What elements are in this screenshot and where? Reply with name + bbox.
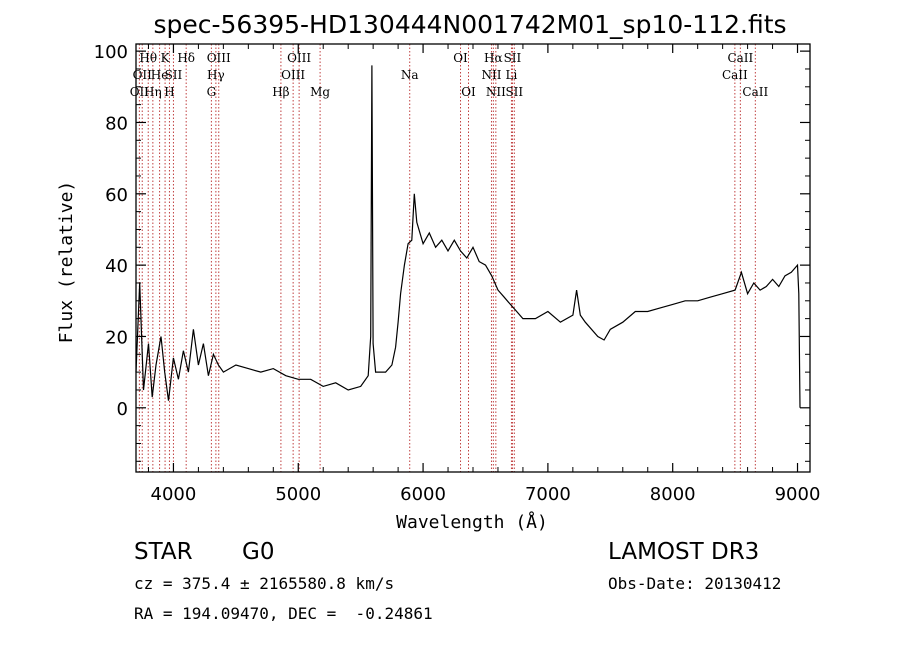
x-tick-label: 6000 [400,484,446,505]
spectral-line-label: Na [401,68,419,82]
spectral-line-label: CaII [727,51,753,65]
flux-series-line [135,65,801,408]
y-axis-ticks: 0 20 40 60 80 100 [94,42,810,462]
spectral-line-label: He [151,68,169,82]
spectral-line-labels: OII OII Hθ Hη He K H SII Hδ G Hγ OIII Hβ OIII OIII Mg Na… [130,51,769,99]
x-tick-label: 8000 [650,484,696,505]
spectral-line-label: OI [461,85,476,99]
x-axis-label: Wavelength (Å) [396,511,548,533]
y-tick-label: 80 [105,113,128,134]
x-axis-ticks: 4000 5000 6000 7000 8000 9000 [147,44,821,505]
spectral-line-label: Hα [484,51,503,65]
redshift-readout: cz = 375.4 ± 2165580.8 km/s [134,574,395,593]
spectral-line-label: OIII [281,68,305,82]
chart-title: spec-56395-HD130444N001742M01_sp10-112.f… [153,10,786,39]
x-tick-label: 7000 [525,484,571,505]
y-tick-label: 100 [94,42,128,63]
plot-frame [135,43,811,473]
spectral-line-label: NII [486,85,506,99]
y-tick-label: 40 [105,256,128,277]
spectral-line-label: CaII [742,85,768,99]
subclass: G0 [242,539,275,565]
spectral-line-label: SII [504,51,522,65]
spectral-line-label: CaII [722,68,748,82]
object-class: STAR [134,539,193,565]
spectral-line-label: OI [453,51,468,65]
x-tick-label: 9000 [775,484,821,505]
spectral-line-label: Hγ [207,68,225,82]
y-tick-label: 60 [105,185,128,206]
obs-date: Obs-Date: 20130412 [608,574,782,593]
spectral-line-label: Hβ [272,85,289,99]
spectral-line-label: OIII [287,51,311,65]
spectral-line-label: K [161,51,171,65]
spectral-line-label: G [207,85,217,99]
coordinates: RA = 194.09470, DEC = -0.24861 [134,604,433,623]
spectral-line-label: Hθ [139,51,157,65]
spectral-line-label: Li [506,68,518,82]
survey-label: LAMOST DR3 [608,539,760,565]
y-axis-label: Flux (relative) [56,181,77,344]
spectral-line-label: OII [133,68,153,82]
spectral-line-label: SII [165,68,183,82]
spectral-line-label: OIII [207,51,231,65]
spectral-line-label: Hδ [177,51,195,65]
spectral-line-label: NII [481,68,501,82]
spectral-line-label: OII [130,85,150,99]
y-tick-label: 0 [117,399,128,420]
spectral-line-label: SII [505,85,523,99]
x-tick-label: 4000 [151,484,197,505]
spectral-line-label: Mg [310,85,330,99]
spectral-line-label: H [164,85,174,99]
spectral-line-label: Hη [144,85,162,99]
y-tick-label: 20 [105,327,128,348]
x-tick-label: 5000 [275,484,321,505]
spectral-line-markers [138,44,756,472]
